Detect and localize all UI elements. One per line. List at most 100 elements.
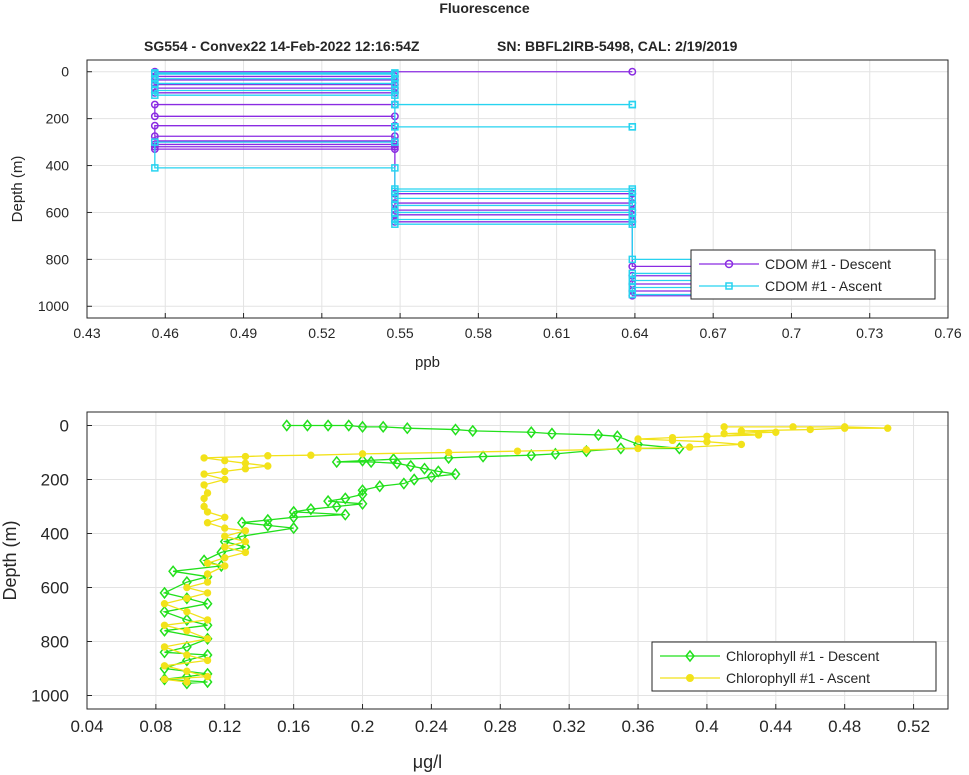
data-point <box>221 524 229 532</box>
data-point <box>181 613 192 627</box>
data-point <box>737 440 746 449</box>
data-point <box>288 521 299 535</box>
data-point <box>840 423 849 431</box>
data-point <box>221 554 229 562</box>
data-point <box>391 123 399 131</box>
data-point <box>409 473 420 486</box>
data-point <box>806 425 814 434</box>
data-point <box>181 654 192 667</box>
series-2 <box>160 423 892 686</box>
data-point <box>264 462 272 470</box>
chart-subtitle-left: SG554 - Convex22 14-Feb-2022 12:16:54Z <box>144 38 420 54</box>
data-point <box>703 432 711 440</box>
x-tick-label: 0.4 <box>695 717 719 736</box>
data-point <box>221 467 229 476</box>
x-tick-label: 0.73 <box>856 325 883 341</box>
legend-marker <box>685 649 695 663</box>
data-point <box>628 100 637 109</box>
data-point <box>202 597 213 610</box>
data-point <box>634 444 642 453</box>
legend-label: Chlorophyll #1 - Descent <box>726 648 879 664</box>
data-point <box>340 508 351 521</box>
legend-marker <box>686 674 694 682</box>
data-point <box>391 185 399 193</box>
data-point <box>305 502 316 516</box>
data-point <box>478 450 489 463</box>
data-point <box>391 86 399 95</box>
axes-box <box>86 59 949 319</box>
legend: Chlorophyll #1 - Descent Chlorophyll #1 -… <box>651 641 937 692</box>
data-point <box>582 446 591 454</box>
data-point <box>391 194 399 203</box>
data-point <box>391 201 399 210</box>
data-point <box>366 455 377 469</box>
x-tick-label: 0.44 <box>759 717 792 736</box>
data-point <box>615 442 626 455</box>
data-point <box>183 651 191 659</box>
y-tick-label: 600 <box>41 578 69 597</box>
data-point <box>150 112 159 121</box>
x-tick-label: 0.32 <box>553 717 586 736</box>
y-axis-label: Depth (m) <box>0 520 20 600</box>
data-point <box>241 548 250 557</box>
data-point <box>183 608 191 616</box>
data-point <box>391 457 402 470</box>
x-tick-label: 0.43 <box>73 325 100 341</box>
data-point <box>628 123 637 131</box>
data-point <box>737 427 746 435</box>
data-point <box>398 477 409 490</box>
data-point <box>391 69 399 77</box>
data-point <box>159 624 170 637</box>
data-point <box>221 475 229 484</box>
data-point <box>203 570 212 578</box>
x-tick-label: 0.2 <box>351 717 375 736</box>
data-point <box>390 142 399 151</box>
data-point <box>288 505 299 519</box>
data-point <box>884 424 892 432</box>
data-point <box>323 494 334 508</box>
data-point <box>199 554 210 567</box>
data-point <box>612 430 623 443</box>
data-point <box>150 100 159 109</box>
chart-2: 0.04 0.08 0.12 0.16 0.2 0.24 0.28 0.32 0.36 0.4 0.… <box>0 411 949 772</box>
data-point <box>221 532 229 540</box>
data-point <box>200 454 208 462</box>
series-line <box>162 424 680 684</box>
y-tick-label: 200 <box>41 470 69 489</box>
data-point <box>241 459 250 467</box>
data-point <box>426 470 437 484</box>
data-point <box>262 513 273 527</box>
data-point <box>390 145 399 154</box>
data-point <box>513 447 522 455</box>
data-point <box>628 290 637 299</box>
data-point <box>419 462 430 475</box>
x-tick-label: 0.7 <box>782 325 802 341</box>
chart-subtitle-right: SN: BBFL2IRB-5498, CAL: 2/19/2019 <box>497 38 738 54</box>
data-point <box>772 428 780 436</box>
x-tick-label: 0.49 <box>230 325 257 341</box>
data-point <box>302 419 313 432</box>
data-point <box>160 662 169 670</box>
data-point <box>160 621 169 629</box>
x-tick-label: 0.58 <box>465 325 492 341</box>
data-point <box>628 255 637 264</box>
data-point <box>331 500 342 513</box>
data-point <box>391 138 399 146</box>
x-tick-label: 0.55 <box>386 325 413 341</box>
data-point <box>450 423 461 436</box>
data-point <box>628 262 637 271</box>
data-point <box>281 419 292 432</box>
data-point <box>203 519 212 527</box>
data-point <box>203 578 212 586</box>
data-point <box>203 508 212 516</box>
data-point <box>357 484 368 497</box>
data-point <box>183 594 191 602</box>
data-point <box>200 481 208 489</box>
data-point <box>150 121 159 130</box>
legend-box <box>651 641 937 692</box>
data-point <box>160 675 169 683</box>
data-point <box>754 431 763 439</box>
data-point <box>307 451 315 459</box>
data-point <box>628 194 637 203</box>
